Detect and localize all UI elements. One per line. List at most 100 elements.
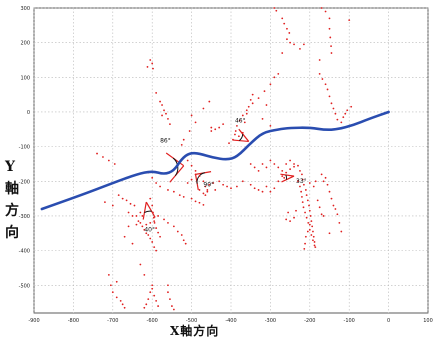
scatter-point [190,178,193,181]
scatter-point [151,62,154,65]
scatter-point [320,173,323,176]
scatter-point [257,189,260,191]
scatter-point [121,303,124,306]
y-tick-label: -500 [19,283,30,289]
scatter-point [206,190,209,193]
angle-leg [281,175,295,183]
scatter-point [277,72,280,75]
y-axis-label-char-4: 向 [5,225,19,241]
scatter-point [145,223,148,226]
scatter-point [334,112,337,115]
scatter-point [184,242,187,245]
scatter-point [202,180,205,183]
scatter-point [305,216,308,219]
scatter-point [281,175,284,177]
scatter-point [149,197,152,200]
scatter-point [269,124,272,127]
scatter-point [297,180,299,183]
scatter-point [253,187,256,190]
scatter-point [176,230,179,233]
scatter-point [312,239,314,242]
scatter-point [143,306,146,309]
scatter-point [273,187,276,190]
scatter-point [202,107,205,110]
scatter-point [320,213,323,216]
scatter-point [143,273,146,276]
scatter-point [153,246,156,249]
angle-leg [238,128,250,142]
scatter-point [281,169,284,172]
y-tick-label: 0 [27,110,30,116]
scatter-point [249,98,252,101]
scatter-point [190,114,193,117]
scatter-point [340,121,343,124]
angle-label: 86° [160,137,171,144]
scatter-point [297,164,299,167]
scatter-point [340,230,343,233]
scatter-point [300,190,303,193]
scatter-point [153,221,156,224]
scatter-point [289,220,291,223]
scatter-point [151,287,154,290]
scatter-point [208,100,211,103]
scatter-point [153,220,156,223]
y-tick-label: -400 [19,249,30,255]
plot-area [33,7,429,314]
scatter-point [277,166,280,169]
scatter-point [301,178,304,181]
scatter-point [222,123,225,126]
scatter-point [182,138,185,141]
scatter-point [157,305,160,307]
scatter-point [281,17,284,20]
scatter-point [301,195,303,198]
x-tick-label: -400 [225,318,236,324]
scatter-point [141,225,144,228]
scatter-point [269,83,272,86]
scatter-point [172,190,175,193]
scatter-point [303,247,306,250]
scatter-point [316,199,319,202]
scatter-point [237,135,240,138]
scatter-point [308,204,310,207]
scatter-point [208,183,211,186]
scatter-point [155,92,158,94]
scatter-point [107,273,110,276]
angle-leg [145,201,156,218]
scatter-point [307,221,310,224]
scatter-point [198,189,201,191]
scatter-point [167,284,169,287]
scatter-point [152,216,155,219]
scatter-point [330,197,333,200]
scatter-point [190,197,193,200]
scatter-point [194,173,197,176]
scatter-point [293,216,295,219]
scatter-point [348,19,351,22]
x-tick-label: 100 [423,318,433,324]
scatter-point [186,159,189,162]
x-tick-label: -900 [28,318,39,324]
scatter-point [302,43,305,46]
scatter-point [236,124,238,127]
y-tick-label: -200 [19,179,30,185]
scatter-point [304,235,307,238]
scatter-point [143,228,146,231]
scatter-point [320,7,323,9]
scatter-point [308,228,311,231]
scatter-point [139,221,142,224]
scatter-point [111,204,114,207]
scatter-point [182,239,185,242]
scatter-point [311,225,314,228]
scatter-point [326,88,329,91]
scatter-point [111,291,114,294]
scatter-point [153,294,156,297]
y-axis-label-char-2: 軸 [5,181,19,197]
scatter-point [127,225,130,228]
scatter-point [157,231,160,234]
scatter-point [139,211,142,214]
x-tick-label: 0 [387,318,390,324]
scatter-point [263,90,266,93]
scatter-point [261,163,264,165]
scatter-point [308,209,311,212]
scatter-point [251,93,254,96]
scatter-point [302,183,305,186]
